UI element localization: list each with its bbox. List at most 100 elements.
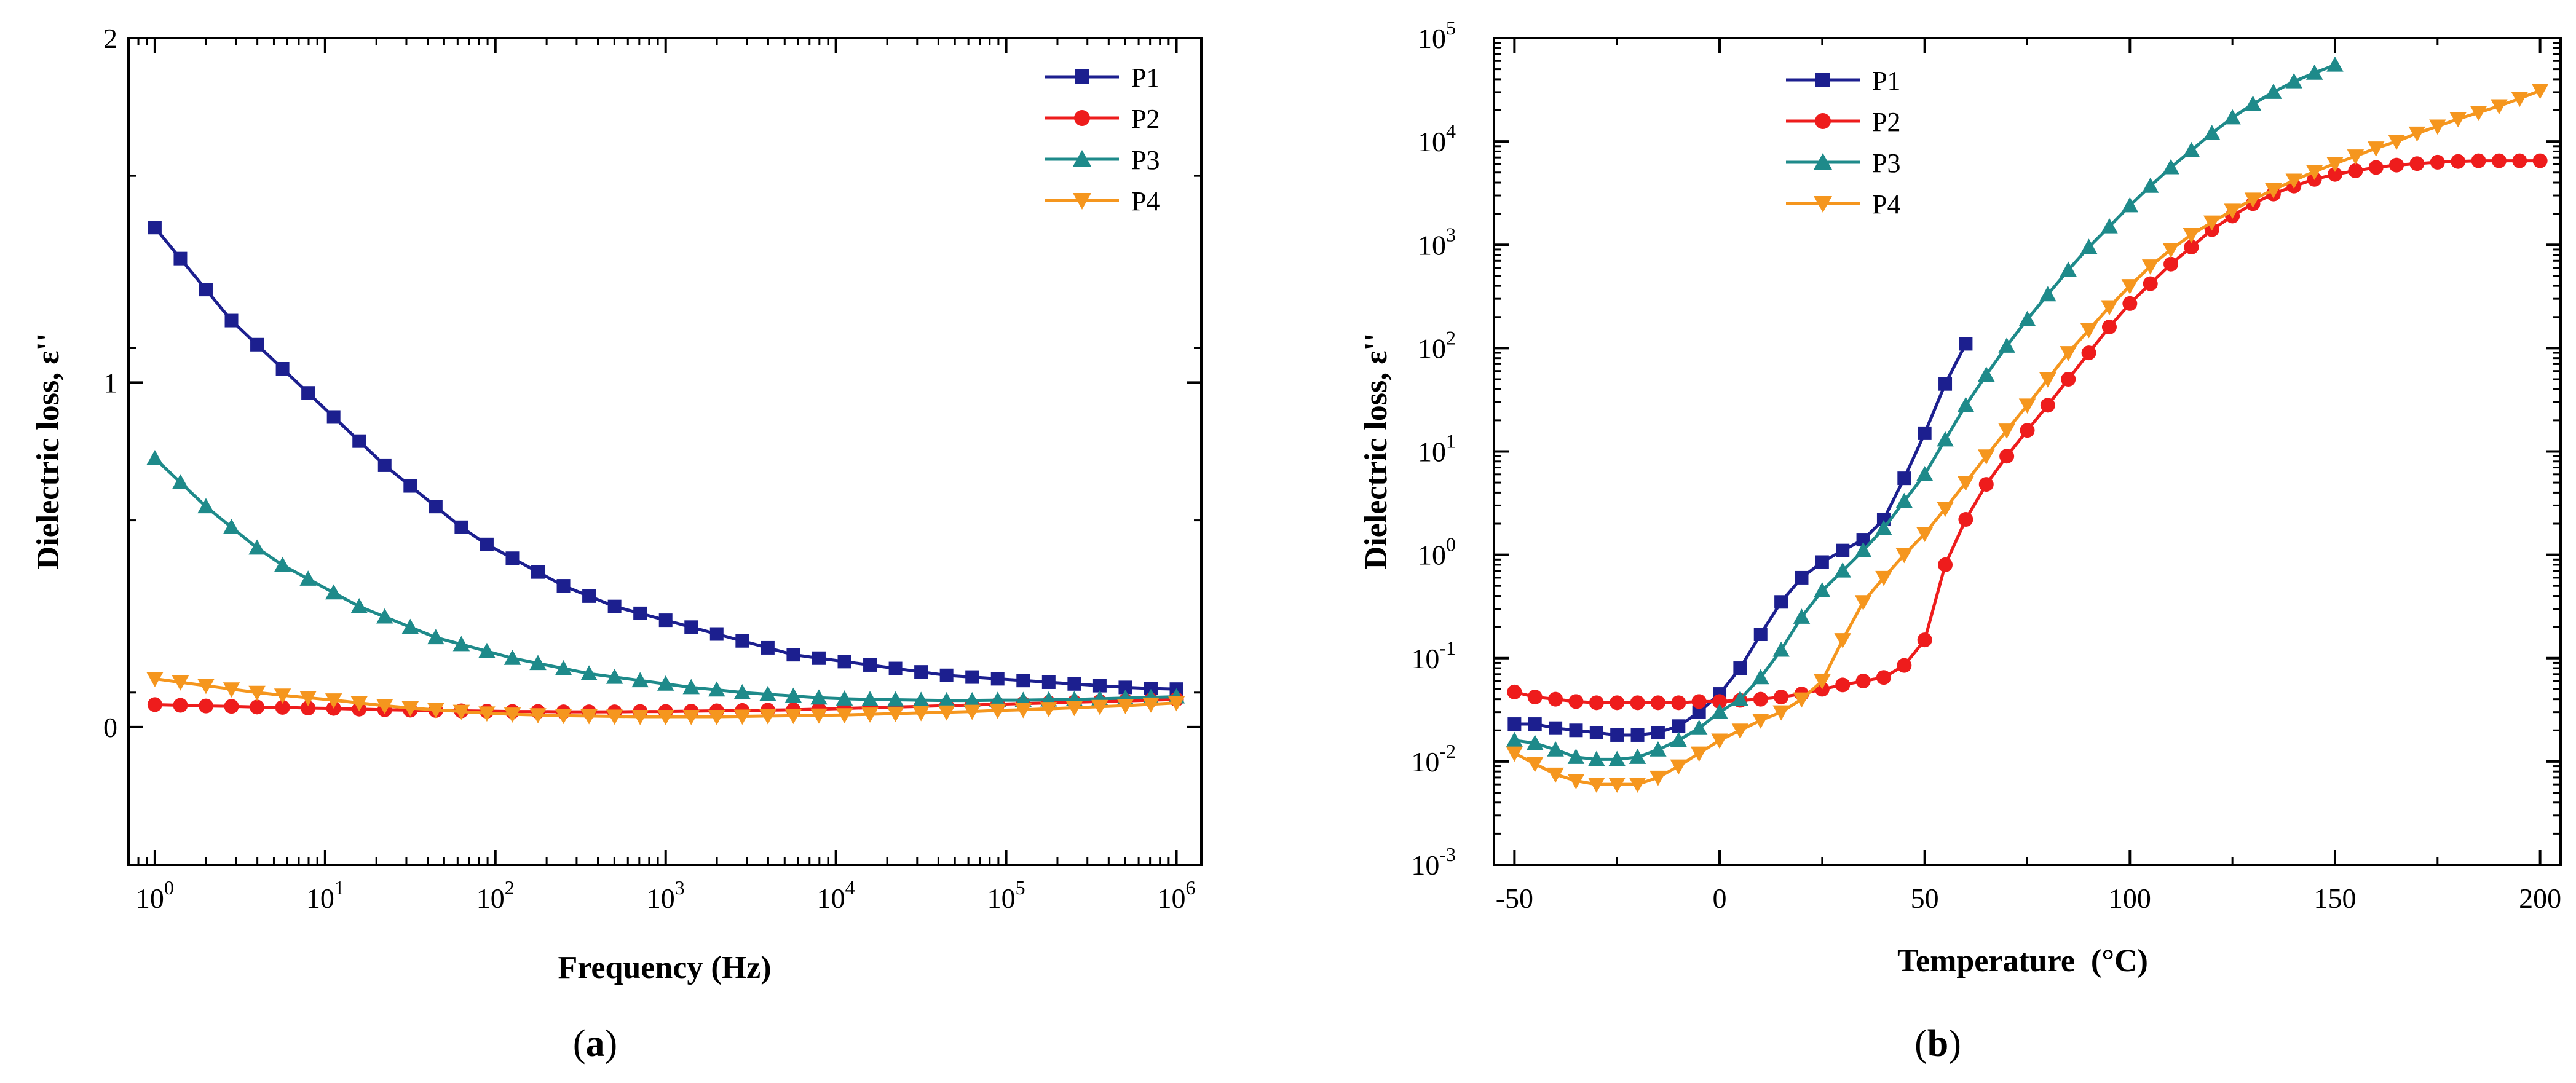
- data-point-p1: [1692, 705, 1706, 719]
- y-tick-label: 104: [1418, 120, 1456, 157]
- data-point-p1: [863, 658, 877, 672]
- data-point-p4: [2060, 346, 2077, 361]
- data-point-p4: [1752, 713, 1769, 729]
- legend-label-p1: P1: [1872, 66, 1900, 96]
- data-point-p1: [224, 313, 239, 328]
- data-point-p4: [427, 703, 444, 719]
- data-point-p4: [1875, 570, 1892, 586]
- data-point-p3: [784, 687, 802, 703]
- data-point-p3: [299, 570, 317, 586]
- data-point-p4: [2491, 99, 2508, 115]
- data-point-p3: [1937, 431, 1954, 447]
- data-point-p3: [1690, 719, 1708, 735]
- data-point-p2: [1527, 690, 1543, 705]
- data-point-p4: [1547, 767, 1564, 783]
- data-point-p3: [580, 665, 598, 680]
- data-point-p3: [274, 556, 291, 572]
- data-point-p1: [275, 362, 290, 376]
- x-tick-label: 102: [476, 876, 515, 914]
- legend: P1 P2 P3 P4: [1786, 66, 1900, 219]
- data-point-p3: [810, 689, 828, 705]
- data-point-p4: [606, 709, 623, 725]
- plot-area-frame: [127, 37, 1203, 866]
- data-point-p2: [173, 698, 188, 713]
- chart-panel-b: -50 0 50 100 150 200 10-3 10-2 10-1 100 101 102 103 1…: [1359, 17, 2562, 1065]
- data-point-p3: [912, 691, 930, 707]
- data-point-p4: [887, 706, 904, 722]
- data-point-p1: [1795, 570, 1809, 585]
- data-point-p2: [2430, 154, 2445, 170]
- data-point-p1: [250, 337, 264, 352]
- data-point-p3: [938, 691, 955, 707]
- data-point-p4: [682, 710, 700, 725]
- data-point-p4: [350, 696, 368, 712]
- data-point-p2: [1650, 695, 1665, 711]
- data-point-p1: [480, 537, 494, 551]
- data-point-p1: [1092, 679, 1107, 693]
- data-point-p3: [2305, 64, 2323, 80]
- data-point-p1: [377, 458, 392, 472]
- data-point-p4: [529, 708, 547, 723]
- data-point-p1: [1569, 723, 1583, 738]
- data-point-p1: [582, 589, 596, 603]
- data-point-p1: [658, 613, 673, 628]
- data-point-p4: [555, 709, 572, 725]
- data-point-p2: [2451, 154, 2466, 169]
- data-point-p4: [861, 707, 879, 723]
- data-point-p3: [682, 679, 700, 695]
- data-point-p1: [454, 520, 468, 534]
- data-point-p2: [2389, 157, 2404, 173]
- data-point-p1: [1067, 677, 1081, 691]
- data-point-p3: [2183, 141, 2200, 157]
- data-point-p3: [2121, 197, 2139, 213]
- y-tick-label: 101: [1418, 430, 1456, 468]
- data-point-p2: [2184, 239, 2199, 254]
- data-point-p1: [965, 670, 979, 684]
- data-point-p3: [1608, 750, 1626, 766]
- data-point-p2: [275, 699, 290, 715]
- legend-label-p3: P3: [1131, 145, 1160, 175]
- data-point-p3: [836, 690, 853, 706]
- data-point-p4: [2101, 300, 2118, 316]
- data-point-p2: [2348, 163, 2363, 178]
- data-point-p4: [2080, 323, 2098, 339]
- data-point-p3: [1814, 582, 1831, 597]
- data-point-p1: [1897, 471, 1911, 486]
- data-point-p3: [223, 519, 240, 534]
- data-point-p3: [2265, 84, 2282, 99]
- data-point-p3: [2162, 159, 2179, 175]
- data-point-p4: [1711, 733, 1728, 749]
- data-point-p3: [2224, 109, 2241, 125]
- data-point-p2: [2163, 256, 2179, 272]
- data-point-p4: [299, 691, 317, 706]
- data-point-p1: [301, 386, 315, 400]
- data-point-p3: [963, 691, 981, 707]
- data-point-p1: [352, 434, 366, 448]
- data-point-p1: [1938, 377, 1953, 391]
- data-point-p2: [1630, 695, 1645, 711]
- data-point-p4: [708, 710, 725, 725]
- data-point-p4: [401, 701, 419, 717]
- x-tick-label: 103: [647, 876, 685, 914]
- data-point-p4: [172, 675, 189, 691]
- data-point-p1: [199, 283, 213, 297]
- data-point-p4: [1142, 697, 1160, 713]
- data-point-p4: [1731, 723, 1749, 739]
- legend-label-p4: P4: [1872, 189, 1900, 219]
- y-tick-label: 10-2: [1411, 740, 1456, 778]
- data-point-p1: [1041, 675, 1056, 689]
- data-point-p4: [1167, 696, 1185, 712]
- data-point-p3: [504, 650, 521, 665]
- data-point-p3: [427, 629, 444, 645]
- data-point-p4: [1650, 770, 1667, 786]
- data-point-p2: [1855, 674, 1871, 689]
- data-point-p2: [2122, 296, 2138, 311]
- data-point-p1: [326, 410, 341, 424]
- data-point-p2: [1897, 658, 1912, 673]
- x-tick-label: 200: [2519, 883, 2561, 914]
- tick-labels: -50 0 50 100 150 200 10-3 10-2 10-1 100 101 102 103 1…: [1411, 17, 2561, 914]
- data-point-p4: [197, 679, 215, 695]
- data-point-p3: [1670, 731, 1688, 747]
- data-point-p3: [1650, 741, 1667, 757]
- data-point-p1: [1528, 717, 1542, 731]
